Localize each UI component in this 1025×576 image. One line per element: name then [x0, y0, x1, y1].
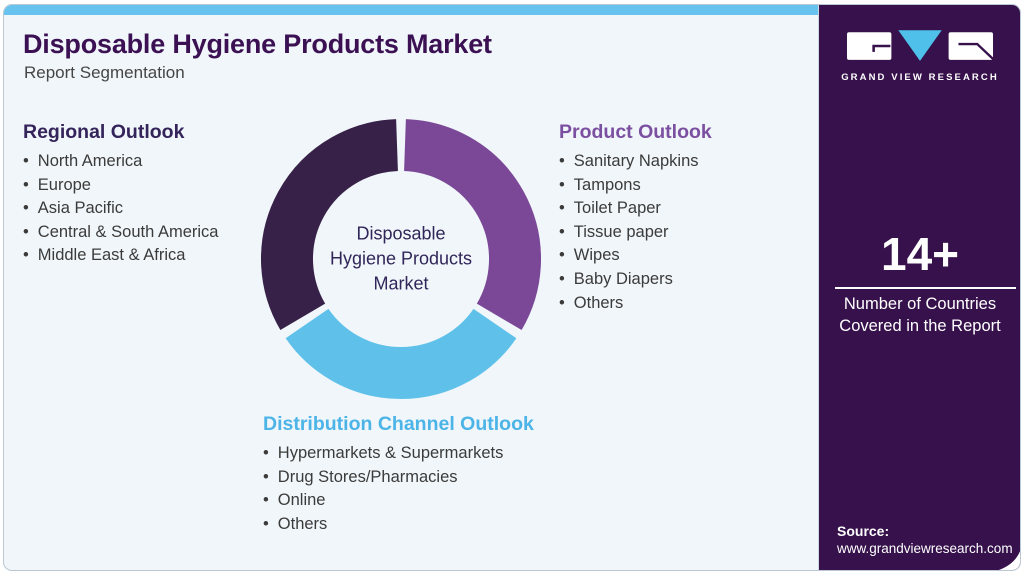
donut-chart-svg	[261, 119, 541, 399]
list-item: Central & South America	[23, 221, 219, 245]
donut-segment-regional-outlook	[261, 119, 399, 331]
list-item: Tissue paper	[559, 221, 712, 245]
list-item: Baby Diapers	[559, 268, 712, 292]
list-item: Asia Pacific	[23, 197, 218, 221]
donut-segment-distribution-channel-outlook	[285, 308, 517, 399]
product-outlook-heading: Product Outlook	[559, 121, 712, 143]
corner-curl	[998, 551, 1020, 570]
list-item: Others	[263, 513, 534, 537]
page-title: Disposable Hygiene Products Market	[23, 29, 492, 59]
gvr-logo-icon	[846, 30, 995, 61]
list-item: North America	[23, 150, 218, 174]
countries-caption-line: Covered in the Report	[839, 317, 1001, 335]
distribution-outlook-list: Hypermarkets & SupermarketsDrug Stores/P…	[263, 442, 534, 536]
gvr-logo-wordmark: GRAND VIEW RESEARCH	[841, 72, 999, 83]
brand-sidebar: GRAND VIEW RESEARCH 14+ Number of Countr…	[818, 5, 1020, 570]
countries-count: 14+	[880, 228, 960, 280]
list-item: Toilet Paper	[559, 197, 712, 221]
donut-chart: Disposable Hygiene Products Market	[251, 109, 551, 409]
distribution-outlook-heading: Distribution Channel Outlook	[263, 413, 534, 435]
list-item: Middle East & Africa	[23, 244, 218, 268]
product-outlook-section: Product Outlook Sanitary NapkinsTamponsT…	[559, 121, 712, 315]
regional-outlook-heading: Regional Outlook	[23, 121, 185, 143]
report-card: Disposable Hygiene Products Market Repor…	[3, 4, 1021, 571]
countries-caption-line: Number of Countries	[843, 295, 997, 313]
stat-divider	[835, 287, 1016, 289]
donut-center-line: Disposable	[356, 223, 446, 244]
gvr-logo: GRAND VIEW RESEARCH	[819, 29, 1020, 83]
source-url: www.grandviewresearch.com	[837, 541, 1013, 556]
donut-segment-product-outlook	[403, 119, 541, 331]
distribution-outlook-section: Distribution Channel Outlook Hypermarket…	[263, 413, 534, 536]
list-item: Tampons	[559, 174, 712, 198]
donut-center-label: Disposable Hygiene Products Market	[330, 222, 472, 297]
list-item: Sanitary Napkins	[559, 150, 712, 174]
list-item: Drug Stores/Pharmacies	[263, 466, 534, 490]
report-subtitle: Report Segmentation	[24, 63, 185, 82]
list-item: Wipes	[559, 244, 712, 268]
top-accent-bar	[4, 5, 819, 15]
donut-center-line: Market	[373, 273, 429, 294]
product-outlook-list: Sanitary NapkinsTamponsToilet PaperTissu…	[559, 150, 712, 315]
regional-outlook-section: Regional Outlook North AmericaEuropeAsia…	[23, 121, 218, 268]
donut-center-line: Hygiene Products	[329, 248, 473, 269]
source-block: Source: www.grandviewresearch.com	[837, 523, 1013, 557]
list-item: Hypermarkets & Supermarkets	[263, 442, 534, 466]
regional-outlook-list: North AmericaEuropeAsia PacificCentral &…	[23, 150, 219, 268]
source-label: Source:	[837, 523, 890, 539]
list-item: Others	[559, 292, 712, 316]
list-item: Online	[263, 489, 534, 513]
countries-caption: Number of Countries Covered in the Repor…	[819, 293, 1020, 337]
list-item: Europe	[23, 174, 218, 198]
